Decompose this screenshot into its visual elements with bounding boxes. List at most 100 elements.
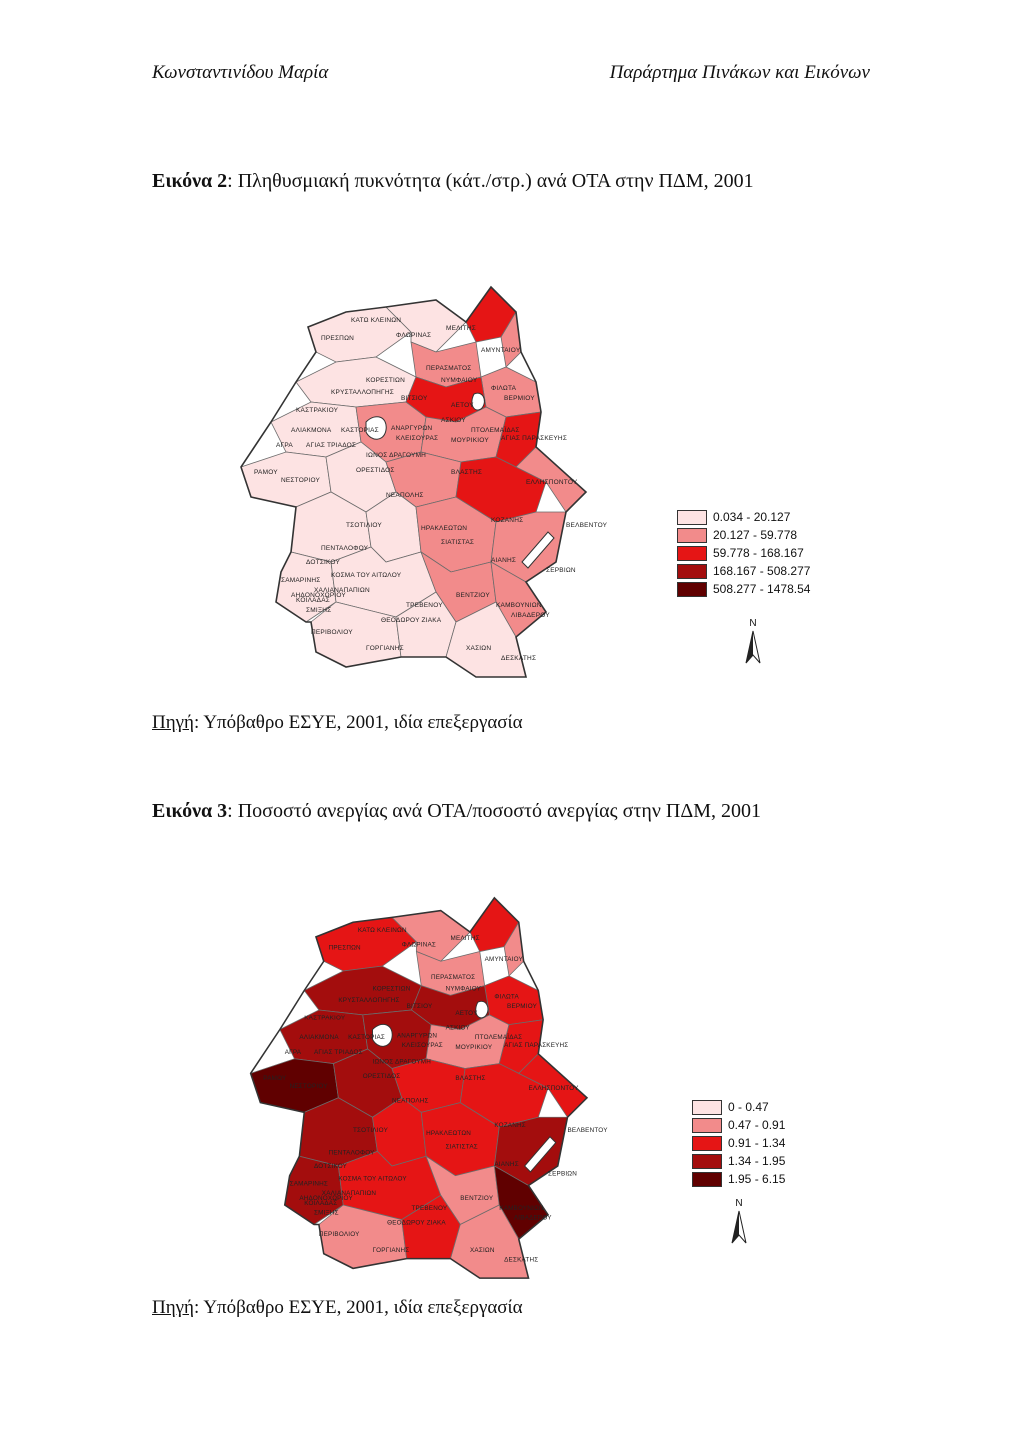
figure3-caption: Εικόνα 3: Ποσοστό ανεργίας ανά ΟΤΑ/ποσοσ…: [152, 800, 761, 823]
municipality-label: ΝΕΑΠΟΛΗΣ: [392, 1098, 429, 1105]
legend-item: 1.34 - 1.95: [692, 1152, 785, 1170]
municipality-label: ΝΕΣΤΟΡΙΟΥ: [281, 477, 321, 484]
legend-label: 0.91 - 1.34: [728, 1136, 786, 1150]
municipality-label: ΤΣΟΤΙΛΙΟΥ: [346, 522, 382, 529]
municipality-label: ΠΕΡΙΒΟΛΙΟΥ: [311, 629, 353, 636]
legend-item: 20.127 - 59.778: [677, 526, 810, 544]
municipality-label: ΝΕΑΠΟΛΗΣ: [386, 492, 424, 499]
figure2-north-arrow: N: [741, 618, 765, 668]
legend-swatch: [692, 1153, 722, 1169]
figure3-source-text: : Υπόβαθρο ΕΣΥΕ, 2001, ιδία επεξεργασία: [194, 1297, 523, 1318]
municipality-label: ΣΙΑΤΙΣΤΑΣ: [441, 539, 474, 546]
municipality-label: ΠΕΡΑΣΜΑΤΟΣ: [431, 974, 475, 981]
municipality-label: ΑΣΚΙΟΥ: [446, 1025, 471, 1032]
figure3-source-label: Πηγή: [152, 1297, 194, 1318]
municipality-label: ΒΕΛΒΕΝΤΟΥ: [566, 522, 608, 529]
legend-item: 508.277 - 1478.54: [677, 580, 810, 598]
north-arrow-icon: [731, 1210, 747, 1244]
municipality-label: ΣΕΡΒΙΩΝ: [548, 1171, 577, 1178]
municipality-label: ΣΕΡΒΙΩΝ: [546, 567, 576, 574]
municipality-label: ΝΕΣΤΟΡΙΟΥ: [290, 1083, 329, 1090]
municipality-label: ΚΑΣΤΟΡΙΑΣ: [348, 1034, 385, 1041]
legend-swatch: [677, 563, 707, 579]
municipality-label: ΚΑΜΒΟΥΝΙΩΝ: [499, 1205, 544, 1212]
municipality-label: ΒΙΤΣΙΟΥ: [407, 1003, 433, 1010]
municipality-label: ΚΡΥΣΤΑΛΛΟΠΗΓΗΣ: [338, 997, 399, 1004]
municipality-label: ΔΕΣΚΑΤΗΣ: [504, 1257, 538, 1264]
municipality-label: ΑΗΔΟΝΟΧΩΡΙΟΥ: [299, 1195, 353, 1202]
municipality-label: ΜΕΛΙΤΗΣ: [451, 935, 480, 942]
municipality-label: ΚΟΙΛΑΔΑΣ: [304, 1200, 337, 1207]
north-label: N: [749, 618, 757, 629]
legend-label: 0 - 0.47: [728, 1100, 769, 1114]
municipality-label: ΓΟΡΓΙΑΝΗΣ: [366, 645, 404, 652]
municipality-label: ΚΟΣΜΑ ΤΟΥ ΑΙΤΩΛΟΥ: [331, 572, 402, 579]
municipality-label: ΕΛΛΗΣΠΟΝΤΟΥ: [526, 479, 578, 486]
municipality-label: ΒΕΝΤΖΙΟΥ: [460, 1195, 494, 1202]
municipality-label: ΤΡΕΒΕΝΟΥ: [412, 1205, 448, 1212]
municipality-label: ΘΕΟΔΩΡΟΥ ΖΙΑΚΑ: [387, 1220, 446, 1227]
legend-swatch: [677, 509, 707, 525]
legend-swatch: [692, 1117, 722, 1133]
legend-item: 59.778 - 168.167: [677, 544, 810, 562]
municipality-label: ΒΕΡΜΙΟΥ: [504, 395, 535, 402]
municipality-label: ΑΜΥΝΤΑΙΟΥ: [485, 956, 524, 963]
municipality-label: ΑΓΡΑ: [276, 442, 293, 449]
north-arrow-icon: [745, 630, 761, 664]
legend-swatch: [677, 581, 707, 597]
lake: [365, 416, 387, 440]
municipality-label: ΚΑΤΩ ΚΛΕΙΝΩΝ: [351, 317, 401, 324]
municipality-label: ΘΕΟΔΩΡΟΥ ΖΙΑΚΑ: [381, 617, 442, 624]
municipality-label: ΣΑΜΑΡΙΝΗΣ: [290, 1181, 328, 1188]
figure3-map: ΚΑΤΩ ΚΛΕΙΝΩΝ ΠΡΕΣΠΩΝ ΦΛΩΡΙΝΑΣ ΜΕΛΙΤΗΣ ΑΜΥΝΤΑ…: [249, 896, 608, 1279]
municipality-label: ΑΛΙΑΚΜΟΝΑ: [291, 427, 332, 434]
municipality-label: ΚΡΥΣΤΑΛΛΟΠΗΓΗΣ: [331, 389, 394, 396]
lake: [521, 531, 555, 569]
legend-swatch: [692, 1135, 722, 1151]
municipality-label: ΑΓΙΑΣ ΠΑΡΑΣΚΕΥΗΣ: [501, 435, 567, 442]
municipality-label: ΜΟΥΡΙΚΙΟΥ: [455, 1044, 492, 1051]
municipality-label: ΚΟΙΛΑΔΑΣ: [296, 597, 330, 604]
municipality-label: ΑΓΡΑ: [285, 1049, 302, 1056]
municipality-label: ΡΑΜΟΥ: [263, 1075, 287, 1082]
municipality-label: ΑΓΙΑΣ ΤΡΙΑΔΟΣ: [314, 1049, 363, 1056]
municipality-label: ΚΟΖΑΝΗΣ: [491, 517, 523, 524]
municipality-label: ΑΓΙΑΣ ΠΑΡΑΣΚΕΥΗΣ: [504, 1042, 568, 1049]
municipality-label: ΒΛΑΣΤΗΣ: [455, 1075, 485, 1082]
municipality-label: ΒΕΝΤΖΙΟΥ: [456, 592, 490, 599]
legend-swatch: [692, 1171, 722, 1187]
municipality-label: ΦΛΩΡΙΝΑΣ: [402, 942, 436, 949]
municipality-label: ΔΟΤΣΙΚΟΥ: [314, 1163, 348, 1170]
municipality-label: ΚΛΕΙΣΟΥΡΑΣ: [396, 435, 438, 442]
municipality-label: ΠΕΡΙΒΟΛΙΟΥ: [319, 1231, 360, 1238]
legend-label: 20.127 - 59.778: [713, 528, 798, 542]
municipality-label: ΑΣΚΙΟΥ: [441, 417, 466, 424]
legend-label: 0.034 - 20.127: [713, 510, 791, 524]
municipality-label: ΚΑΤΩ ΚΛΕΙΝΩΝ: [358, 927, 407, 934]
municipality-label: ΣΜΙΞΗΣ: [314, 1210, 339, 1217]
legend-swatch: [677, 527, 707, 543]
municipality-label: ΠΡΕΣΠΩΝ: [329, 945, 361, 952]
municipality-label: ΛΙΒΑΔΕΡΟΥ: [514, 1215, 552, 1222]
figure2-caption-text: : Πληθυσμιακή πυκνότητα (κάτ./στρ.) ανά …: [227, 170, 754, 192]
municipality-label: ΚΑΣΤΟΡΙΑΣ: [341, 427, 379, 434]
legend-item: 0 - 0.47: [692, 1098, 785, 1116]
legend-item: 1.95 - 6.15: [692, 1170, 785, 1188]
municipality-label: ΠΡΕΣΠΩΝ: [321, 335, 354, 342]
municipality-label: ΙΩΝΟΣ ΔΡΑΓΟΥΜΗ: [373, 1059, 432, 1066]
figure3-caption-text: : Ποσοστό ανεργίας ανά ΟΤΑ/ποσοστό ανεργ…: [227, 800, 761, 822]
municipality-label: ΟΡΕΣΤΙΔΟΣ: [363, 1073, 401, 1080]
municipality-label: ΠΤΟΛΕΜΑΪΔΑΣ: [471, 426, 520, 434]
municipality-label: ΦΙΛΩΤΑ: [491, 385, 517, 392]
north-label: N: [735, 1198, 743, 1209]
figure3-north-arrow: N: [727, 1198, 751, 1248]
municipality-label: ΛΙΒΑΔΕΡΟΥ: [511, 612, 550, 619]
figure2-caption-label: Εικόνα 2: [152, 170, 228, 192]
municipality-label: ΧΑΛΙΑΝΑΠΑΠΙΩΝ: [322, 1190, 377, 1197]
header-author: Κωνσταντινίδου Μαρία: [152, 62, 329, 83]
municipality-label: ΒΙΤΣΙΟΥ: [401, 395, 428, 402]
lake: [523, 1136, 557, 1173]
municipality-label: ΕΛΛΗΣΠΟΝΤΟΥ: [529, 1085, 580, 1092]
legend-label: 168.167 - 508.277: [713, 564, 811, 578]
figure3-source: Πηγή: Υπόβαθρο ΕΣΥΕ, 2001, ιδία επεξεργα…: [152, 1297, 523, 1319]
